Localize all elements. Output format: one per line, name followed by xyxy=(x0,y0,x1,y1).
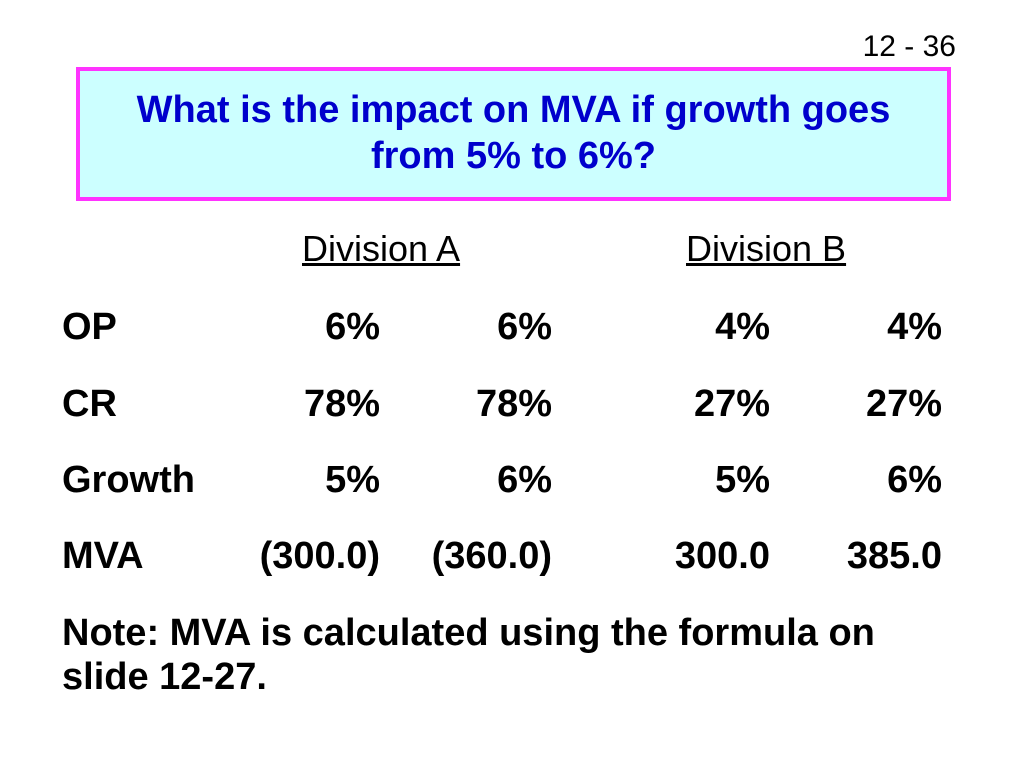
cell-growth-a1: 5% xyxy=(325,459,380,501)
cell-mva-b2: 385.0 xyxy=(846,535,942,577)
cell-mva-b1: 300.0 xyxy=(674,535,770,577)
cell-cr-b2: 27% xyxy=(865,383,942,425)
cell-growth-b1: 5% xyxy=(715,459,770,501)
division-a-header: Division A xyxy=(302,228,461,269)
row-label-growth: Growth xyxy=(62,459,195,501)
cell-cr-a1: 78% xyxy=(303,383,380,425)
footnote: Note: MVA is calculated using the formul… xyxy=(62,612,875,698)
row-label-op: OP xyxy=(62,306,117,348)
cell-cr-b1: 27% xyxy=(693,383,770,425)
cell-mva-a2: (360.0) xyxy=(431,535,552,577)
cell-op-a2: 6% xyxy=(497,306,552,348)
cell-growth-b2: 6% xyxy=(887,459,942,501)
cell-op-b1: 4% xyxy=(715,306,770,348)
row-label-cr: CR xyxy=(62,383,117,425)
cell-cr-a2: 78% xyxy=(475,383,552,425)
cell-op-a1: 6% xyxy=(325,306,380,348)
slide-title: What is the impact on MVA if growth goes… xyxy=(136,89,891,177)
title-box: What is the impact on MVA if growth goes… xyxy=(76,67,951,201)
cell-growth-a2: 6% xyxy=(497,459,552,501)
cell-op-b2: 4% xyxy=(887,306,942,348)
slide-number: 12 - 36 xyxy=(862,30,956,63)
row-label-mva: MVA xyxy=(62,535,144,577)
cell-mva-a1: (300.0) xyxy=(259,535,380,577)
division-b-header: Division B xyxy=(686,228,847,269)
